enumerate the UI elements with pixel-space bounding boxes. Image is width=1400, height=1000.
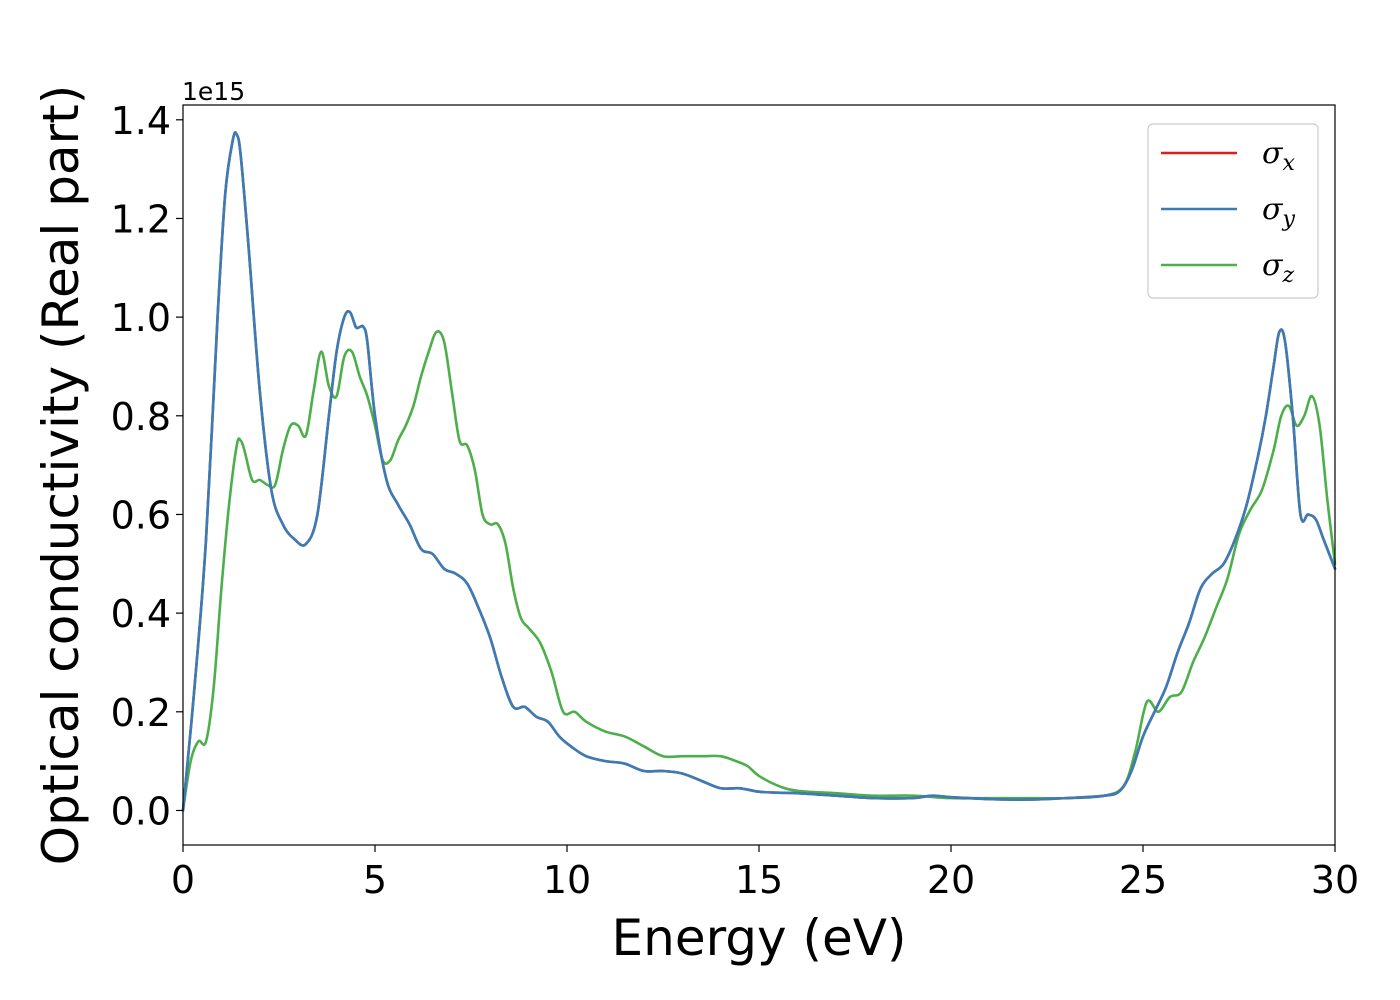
y-tick-label: 1.4 bbox=[111, 99, 171, 143]
series-line-y bbox=[181, 131, 1337, 812]
y-tick-label: 0.2 bbox=[111, 691, 171, 735]
x-tick-label: 10 bbox=[543, 858, 591, 902]
x-tick-label: 25 bbox=[1119, 858, 1167, 902]
x-tick-label: 30 bbox=[1311, 858, 1359, 902]
legend-label-y: σy bbox=[1262, 192, 1295, 232]
y-tick-label: 0.0 bbox=[111, 789, 171, 833]
legend-label-z: σz bbox=[1262, 248, 1294, 288]
legend: σx σy σz bbox=[1147, 123, 1319, 299]
x-tick-label: 15 bbox=[735, 858, 783, 902]
y-axis-ticks: 0.0 0.2 0.4 0.6 0.8 1.0 1.2 1.4 bbox=[111, 99, 183, 833]
series-line-z bbox=[181, 330, 1337, 812]
y-tick-label: 0.6 bbox=[111, 493, 171, 537]
x-tick-label: 0 bbox=[171, 858, 195, 902]
legend-label-x: σx bbox=[1262, 136, 1295, 176]
legend-box bbox=[1147, 123, 1319, 299]
x-axis-label: Energy (eV) bbox=[612, 909, 907, 967]
x-axis-ticks: 0 5 10 15 20 25 30 bbox=[171, 845, 1359, 902]
plot-area bbox=[183, 105, 1335, 845]
y-offset-label: 1e15 bbox=[182, 77, 245, 106]
x-tick-label: 5 bbox=[363, 858, 387, 902]
y-tick-label: 1.0 bbox=[111, 296, 171, 340]
y-tick-label: 0.4 bbox=[111, 592, 171, 636]
y-tick-label: 1.2 bbox=[111, 197, 171, 241]
y-tick-label: 0.8 bbox=[111, 395, 171, 439]
y-axis-label: Optical conductivity (Real part) bbox=[32, 85, 90, 866]
legend-entries: σx σy σz bbox=[1161, 136, 1295, 288]
x-tick-label: 20 bbox=[927, 858, 975, 902]
series-layer bbox=[181, 131, 1337, 812]
